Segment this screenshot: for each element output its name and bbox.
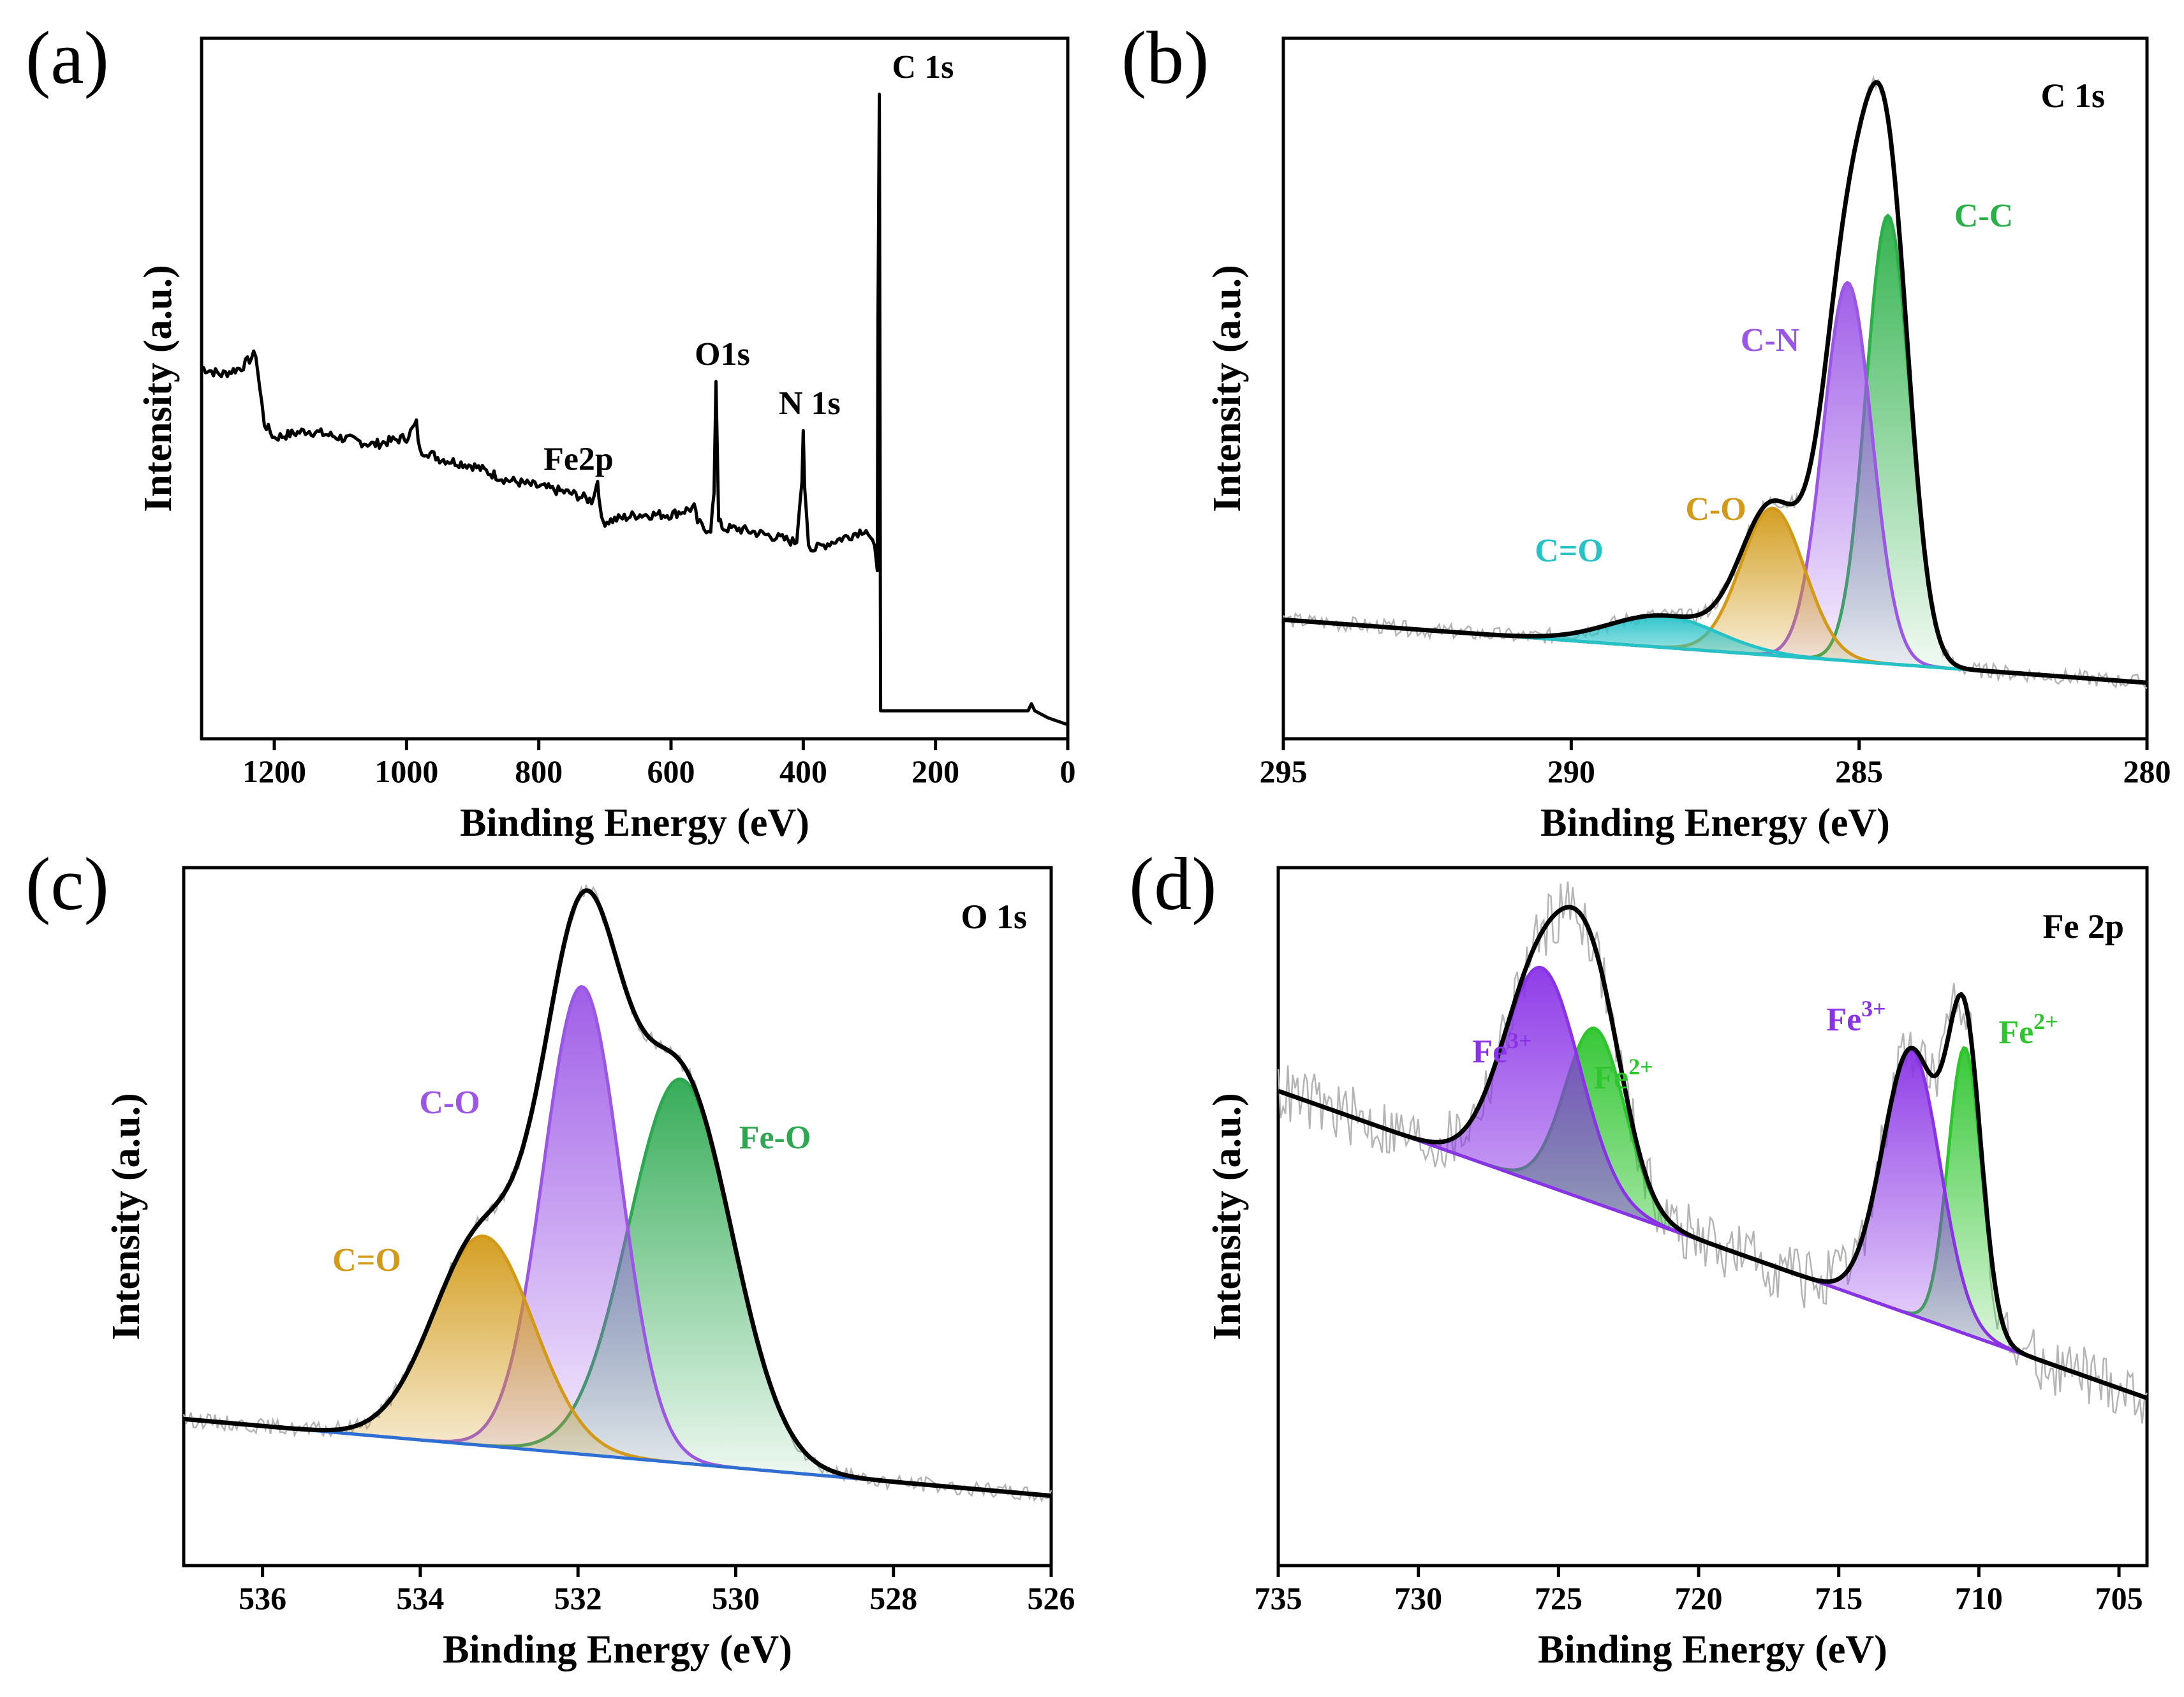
x-tick-label: 295 xyxy=(1260,753,1308,789)
component-label-main: Fe xyxy=(1472,1034,1507,1070)
core-level-title: O 1s xyxy=(961,898,1027,936)
y-axis-title: Intensity (a.u.) xyxy=(136,265,180,512)
plot-frame xyxy=(1276,866,2149,1567)
x-tick-label: 720 xyxy=(1675,1580,1723,1616)
x-tick-label: 534 xyxy=(396,1580,444,1616)
component-fill-C-O xyxy=(184,986,1051,1496)
x-tick-label: 0 xyxy=(1060,753,1076,789)
component-fill-Fe3+ xyxy=(1278,1049,2147,1398)
x-tick-label: 705 xyxy=(2095,1580,2143,1616)
x-tick-label: 1200 xyxy=(242,753,306,789)
panel-a: (a) 1200 1000 800 600 400 200 0 Binding Energy (… xyxy=(26,16,1076,845)
x-tick-label: 530 xyxy=(712,1580,760,1616)
component-label: C=O xyxy=(332,1242,401,1278)
component-label-main: Fe xyxy=(1593,1060,1628,1096)
x-tick-label: 800 xyxy=(515,753,563,789)
component-label-sup: 3+ xyxy=(1861,996,1886,1021)
x-tick-label: 285 xyxy=(1835,753,1883,789)
plot-frame xyxy=(182,866,1053,1567)
plot-frame xyxy=(200,36,1070,741)
core-level-title: Fe 2p xyxy=(2043,907,2125,945)
x-axis-title: Binding Energy (eV) xyxy=(443,1628,792,1671)
x-tick-label: 200 xyxy=(911,753,959,789)
component-label: C-O xyxy=(419,1085,480,1121)
y-axis-title: Intensity (a.u.) xyxy=(1206,265,1249,512)
component-label-sup: 2+ xyxy=(2033,1009,2058,1034)
survey-spectrum-line xyxy=(202,93,1068,727)
raw-data-line xyxy=(1277,881,2148,1424)
x-tick-label: 536 xyxy=(239,1580,286,1616)
component-label: C-O xyxy=(1685,491,1746,528)
component-label: Fe2+ xyxy=(1593,1054,1653,1096)
panel-c: (c) 536 534 532 530 528 526 Binding Energy (eV)… xyxy=(26,842,1075,1671)
panel-label: (b) xyxy=(1121,16,1209,100)
component-fill-C-C xyxy=(1283,215,2147,683)
component-label: C=O xyxy=(1535,533,1604,569)
peak-annotation: N 1s xyxy=(779,385,841,422)
component-line-C-C xyxy=(1283,214,2148,685)
component-fill-Fe2+ xyxy=(1278,1028,2147,1398)
x-tick-label: 400 xyxy=(779,753,827,789)
component-label: C-N xyxy=(1741,322,1799,359)
x-tick-label: 528 xyxy=(869,1580,917,1616)
component-label: C-C xyxy=(1954,198,2013,234)
fit-envelope-line xyxy=(1283,80,2148,685)
x-tick-label: 735 xyxy=(1255,1580,1302,1616)
component-label-main: Fe xyxy=(1826,1002,1861,1038)
panel-label: (d) xyxy=(1129,842,1217,926)
fit-envelope-line xyxy=(1277,905,2148,1400)
x-tick-label: 290 xyxy=(1547,753,1595,789)
component-fill-C=O xyxy=(1283,616,2147,683)
component-label: Fe3+ xyxy=(1826,996,1885,1038)
x-tick-label: 600 xyxy=(647,753,695,789)
y-axis-title: Intensity (a.u.) xyxy=(105,1093,148,1340)
component-label: Fe-O xyxy=(739,1120,811,1156)
x-axis-title: Binding Energy (eV) xyxy=(1538,1628,1887,1671)
component-line-Fe2+ xyxy=(1278,1026,2148,1400)
component-fill-Fe3+ xyxy=(1278,967,2147,1398)
y-axis-title: Intensity (a.u.) xyxy=(1206,1093,1249,1340)
x-tick-label: 725 xyxy=(1535,1580,1583,1616)
component-label-sup: 2+ xyxy=(1628,1054,1653,1079)
component-fill-C=O xyxy=(184,1236,1051,1496)
fit-envelope-line xyxy=(183,888,1052,1499)
component-label: Fe2+ xyxy=(1998,1009,2058,1051)
peak-annotation: Fe2p xyxy=(543,441,614,478)
panel-label: (c) xyxy=(26,842,109,926)
component-label-sup: 3+ xyxy=(1507,1028,1532,1053)
peak-annotation: C 1s xyxy=(892,49,954,85)
x-tick-label: 532 xyxy=(554,1580,602,1616)
x-tick-label: 280 xyxy=(2123,753,2171,789)
core-level-title: C 1s xyxy=(2040,77,2105,115)
x-tick-label: 710 xyxy=(1955,1580,2003,1616)
panel-b: (b) 295 290 285 280 Binding Energy (eV) Intens… xyxy=(1121,16,2171,845)
x-tick-label: 526 xyxy=(1028,1580,1075,1616)
x-tick-label: 715 xyxy=(1815,1580,1863,1616)
component-line-C-O xyxy=(1283,507,2148,685)
plot-frame xyxy=(1281,36,2149,741)
component-fill-C-O xyxy=(1283,508,2147,683)
x-axis-title: Binding Energy (eV) xyxy=(460,801,809,845)
panel-label: (a) xyxy=(26,16,109,100)
component-label: Fe3+ xyxy=(1472,1028,1531,1070)
panel-d: (d) 735 730 725 720 715 710 705 Binding Energy (… xyxy=(1129,842,2149,1671)
peak-annotation: O1s xyxy=(695,336,750,373)
x-axis-title: Binding Energy (eV) xyxy=(1540,801,1890,845)
raw-data-line xyxy=(1282,75,2148,690)
x-tick-label: 1000 xyxy=(374,753,438,789)
component-label-main: Fe xyxy=(1998,1014,2033,1051)
x-tick-label: 730 xyxy=(1394,1580,1442,1616)
